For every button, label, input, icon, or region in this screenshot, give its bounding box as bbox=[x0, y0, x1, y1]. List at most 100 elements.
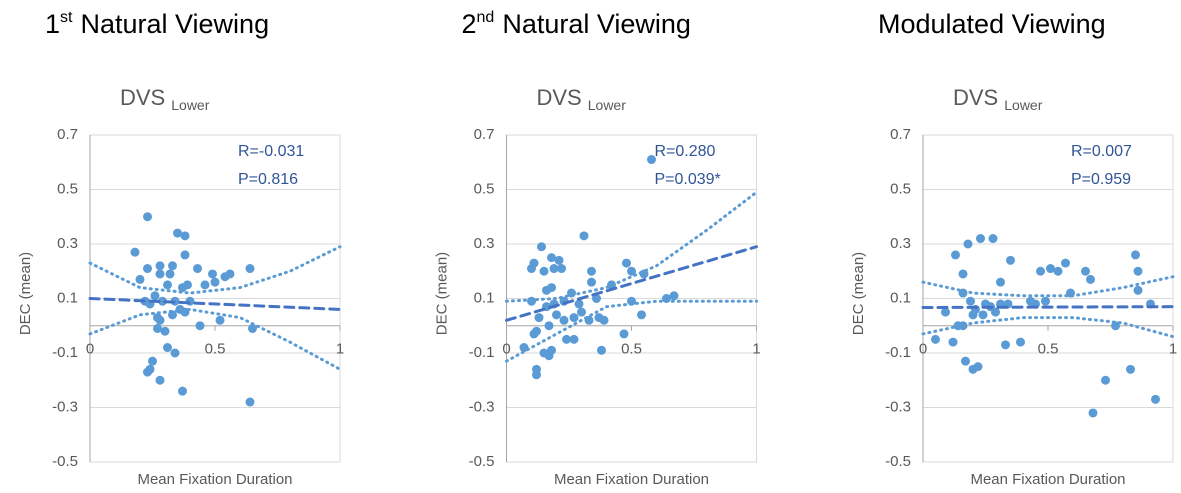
point bbox=[973, 362, 983, 372]
point bbox=[544, 351, 554, 361]
point bbox=[178, 386, 187, 396]
title-part: Modulated Viewing bbox=[878, 9, 1106, 39]
point bbox=[552, 310, 561, 320]
subtitle-part: Lower bbox=[1004, 97, 1042, 113]
y-tick-label: 0.3 bbox=[57, 235, 78, 252]
point bbox=[567, 288, 576, 298]
point bbox=[248, 323, 257, 333]
point bbox=[173, 228, 182, 238]
point bbox=[577, 307, 586, 317]
point bbox=[951, 250, 960, 260]
point bbox=[1133, 285, 1143, 295]
point bbox=[622, 258, 631, 268]
point bbox=[130, 247, 140, 257]
chart-subtitle: DVS Lower bbox=[953, 85, 1043, 113]
point bbox=[988, 234, 998, 244]
point bbox=[627, 266, 636, 276]
point bbox=[155, 315, 165, 325]
point bbox=[168, 310, 177, 320]
y-axis-label: DEC (mean) bbox=[433, 252, 450, 335]
point bbox=[669, 291, 679, 301]
point bbox=[539, 266, 549, 276]
point bbox=[210, 277, 220, 287]
point bbox=[534, 313, 544, 323]
trendline bbox=[88, 297, 342, 311]
point bbox=[537, 242, 546, 252]
point bbox=[200, 280, 210, 290]
y-tick-label: 0.7 bbox=[474, 126, 495, 143]
y-tick-label: -0.5 bbox=[469, 453, 495, 470]
point bbox=[958, 288, 968, 298]
point bbox=[978, 310, 988, 320]
point bbox=[948, 337, 958, 347]
point bbox=[579, 231, 589, 241]
point bbox=[215, 315, 225, 325]
point bbox=[532, 326, 541, 336]
point bbox=[547, 283, 556, 293]
point bbox=[1088, 408, 1098, 418]
point bbox=[225, 269, 235, 279]
annotation: P=0.959 bbox=[1071, 171, 1131, 188]
subtitle-part: DVS bbox=[953, 85, 998, 110]
point bbox=[1081, 266, 1090, 276]
title-part: Natural Viewing bbox=[80, 9, 269, 39]
point bbox=[592, 294, 601, 303]
point bbox=[529, 258, 539, 268]
point bbox=[153, 323, 162, 333]
point bbox=[1126, 364, 1135, 374]
point bbox=[143, 367, 152, 377]
y-tick-label: 0.7 bbox=[57, 126, 78, 143]
trendline bbox=[505, 245, 758, 322]
annotation: P=0.039* bbox=[655, 171, 721, 188]
point bbox=[587, 266, 596, 276]
title-part: st bbox=[60, 9, 73, 26]
y-tick-label: 0.1 bbox=[474, 289, 495, 306]
point bbox=[160, 326, 170, 336]
annotation: R=-0.031 bbox=[238, 143, 304, 160]
point bbox=[180, 307, 190, 317]
point bbox=[607, 280, 616, 290]
y-tick-label: -0.1 bbox=[469, 344, 495, 361]
x-tick-label: 1 bbox=[1169, 341, 1177, 358]
point bbox=[163, 280, 172, 290]
point bbox=[1046, 264, 1055, 274]
x-tick-label: 0 bbox=[919, 341, 927, 358]
y-tick-label: 0.3 bbox=[890, 235, 911, 252]
point bbox=[245, 264, 255, 274]
point bbox=[639, 269, 649, 279]
point bbox=[958, 321, 968, 331]
point bbox=[170, 348, 180, 358]
point bbox=[637, 310, 646, 320]
point bbox=[1131, 250, 1140, 260]
point bbox=[587, 277, 596, 287]
subtitle-part: Lower bbox=[171, 97, 209, 113]
point bbox=[963, 239, 973, 249]
point bbox=[1111, 321, 1120, 331]
x-tick-label: 0.5 bbox=[1038, 341, 1059, 358]
point bbox=[549, 264, 559, 274]
point bbox=[662, 294, 671, 303]
point bbox=[559, 315, 569, 325]
point bbox=[574, 299, 584, 309]
point bbox=[155, 375, 165, 385]
title-part: 2 bbox=[462, 9, 477, 39]
point bbox=[1151, 394, 1160, 404]
point bbox=[976, 234, 985, 244]
point bbox=[245, 397, 255, 407]
point bbox=[135, 274, 145, 284]
x-axis-label: Mean Fixation Duration bbox=[137, 471, 292, 488]
point bbox=[143, 212, 152, 222]
x-axis-label: Mean Fixation Duration bbox=[554, 471, 709, 488]
y-tick-label: -0.3 bbox=[469, 398, 495, 415]
chart-subtitle: DVS Lower bbox=[120, 85, 210, 113]
y-tick-label: 0.5 bbox=[57, 180, 78, 197]
point bbox=[195, 321, 205, 331]
point bbox=[165, 269, 175, 279]
point bbox=[597, 345, 606, 355]
point bbox=[155, 269, 165, 279]
subtitle-part: Lower bbox=[588, 97, 626, 113]
point bbox=[183, 280, 192, 290]
y-tick-label: -0.5 bbox=[885, 453, 911, 470]
point bbox=[554, 255, 564, 265]
point bbox=[599, 315, 609, 325]
